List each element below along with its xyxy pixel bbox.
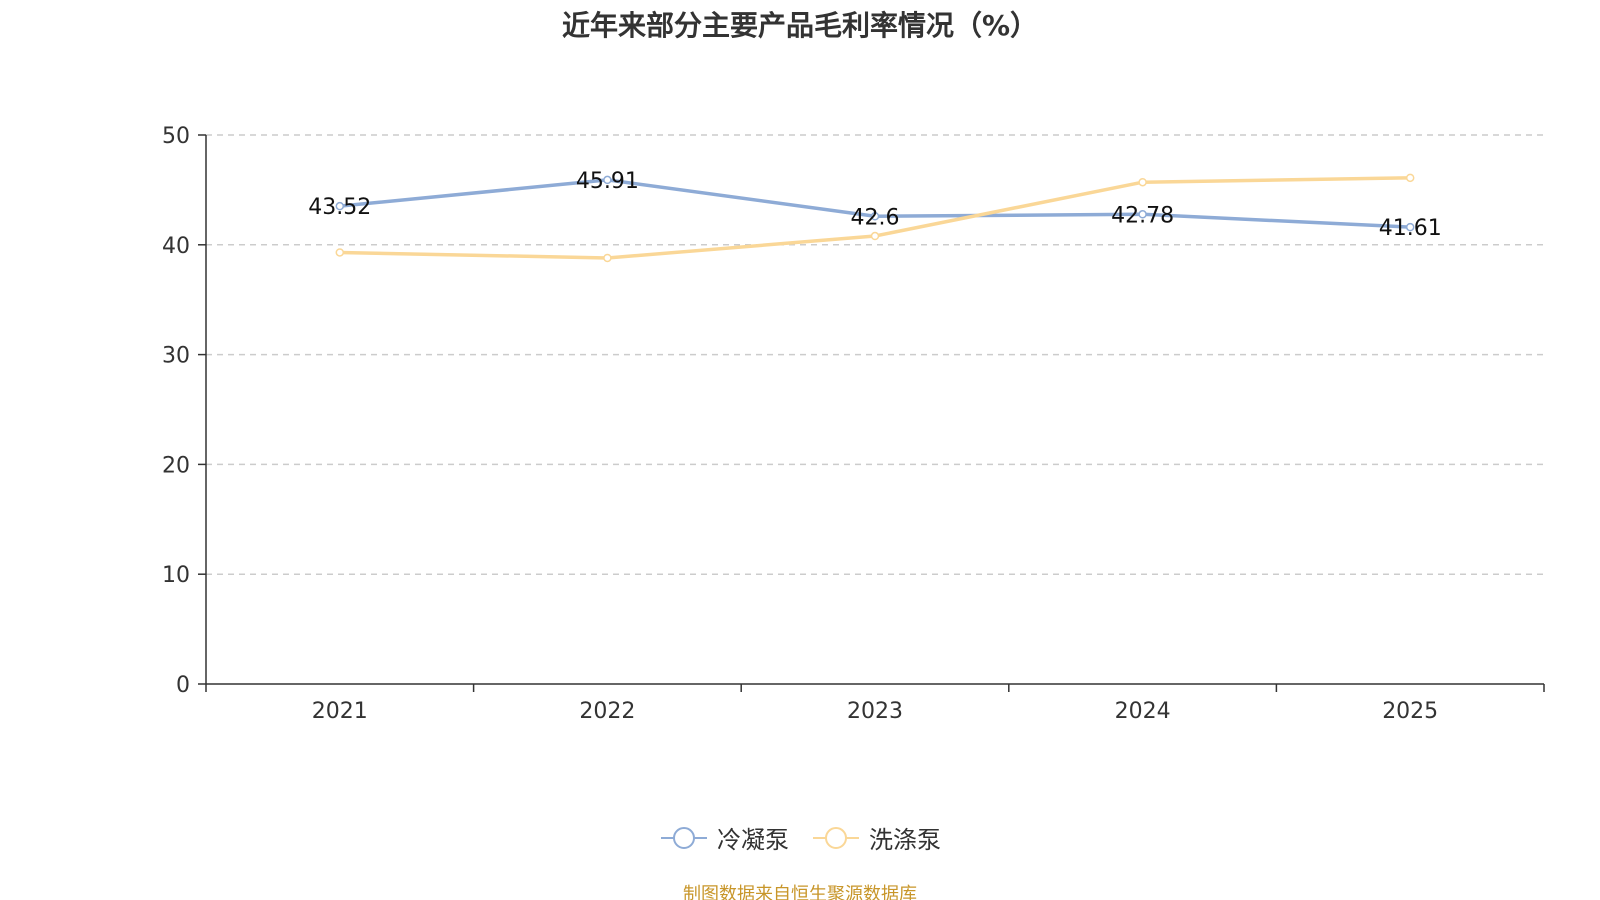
data-point (1405, 222, 1415, 232)
data-point (1405, 173, 1415, 183)
chart-title: 近年来部分主要产品毛利率情况（%） (561, 9, 1039, 42)
y-tick-label: 10 (162, 563, 190, 588)
data-point (603, 175, 612, 185)
legend: 冷凝泵 洗涤泵 (0, 820, 1600, 855)
x-tick-label: 2022 (579, 699, 635, 724)
data-label: 43.52 (308, 195, 371, 220)
data-point (335, 201, 345, 211)
data-point (1138, 177, 1147, 187)
source-note: 制图数据来自恒生聚源数据库 (683, 884, 917, 900)
y-tick-label: 50 (162, 124, 190, 149)
x-tick-label: 2021 (312, 699, 368, 724)
x-tick-label: 2024 (1115, 699, 1171, 724)
legend-marker-icon (661, 826, 707, 849)
data-point (870, 212, 880, 221)
y-tick-label: 40 (162, 234, 190, 259)
legend-label: 洗涤泵 (869, 826, 941, 854)
data-label: 45.91 (576, 169, 639, 194)
legend-item-series-2[interactable]: 洗涤泵 (811, 820, 941, 855)
legend-marker-icon (813, 826, 859, 849)
data-point (335, 248, 345, 257)
legend-item-series-1[interactable]: 冷凝泵 (659, 820, 789, 855)
data-label: 42.78 (1111, 203, 1174, 228)
data-point (1138, 210, 1147, 219)
legend-label: 冷凝泵 (717, 826, 789, 854)
data-point (603, 253, 612, 263)
y-tick-label: 0 (176, 673, 190, 698)
x-tick-label: 2025 (1382, 699, 1438, 724)
y-tick-label: 30 (162, 344, 190, 369)
y-tick-label: 20 (162, 453, 190, 478)
data-label: 42.6 (851, 205, 900, 230)
data-point (870, 231, 880, 241)
data-label: 41.61 (1379, 216, 1442, 241)
x-tick-label: 2023 (847, 699, 903, 724)
